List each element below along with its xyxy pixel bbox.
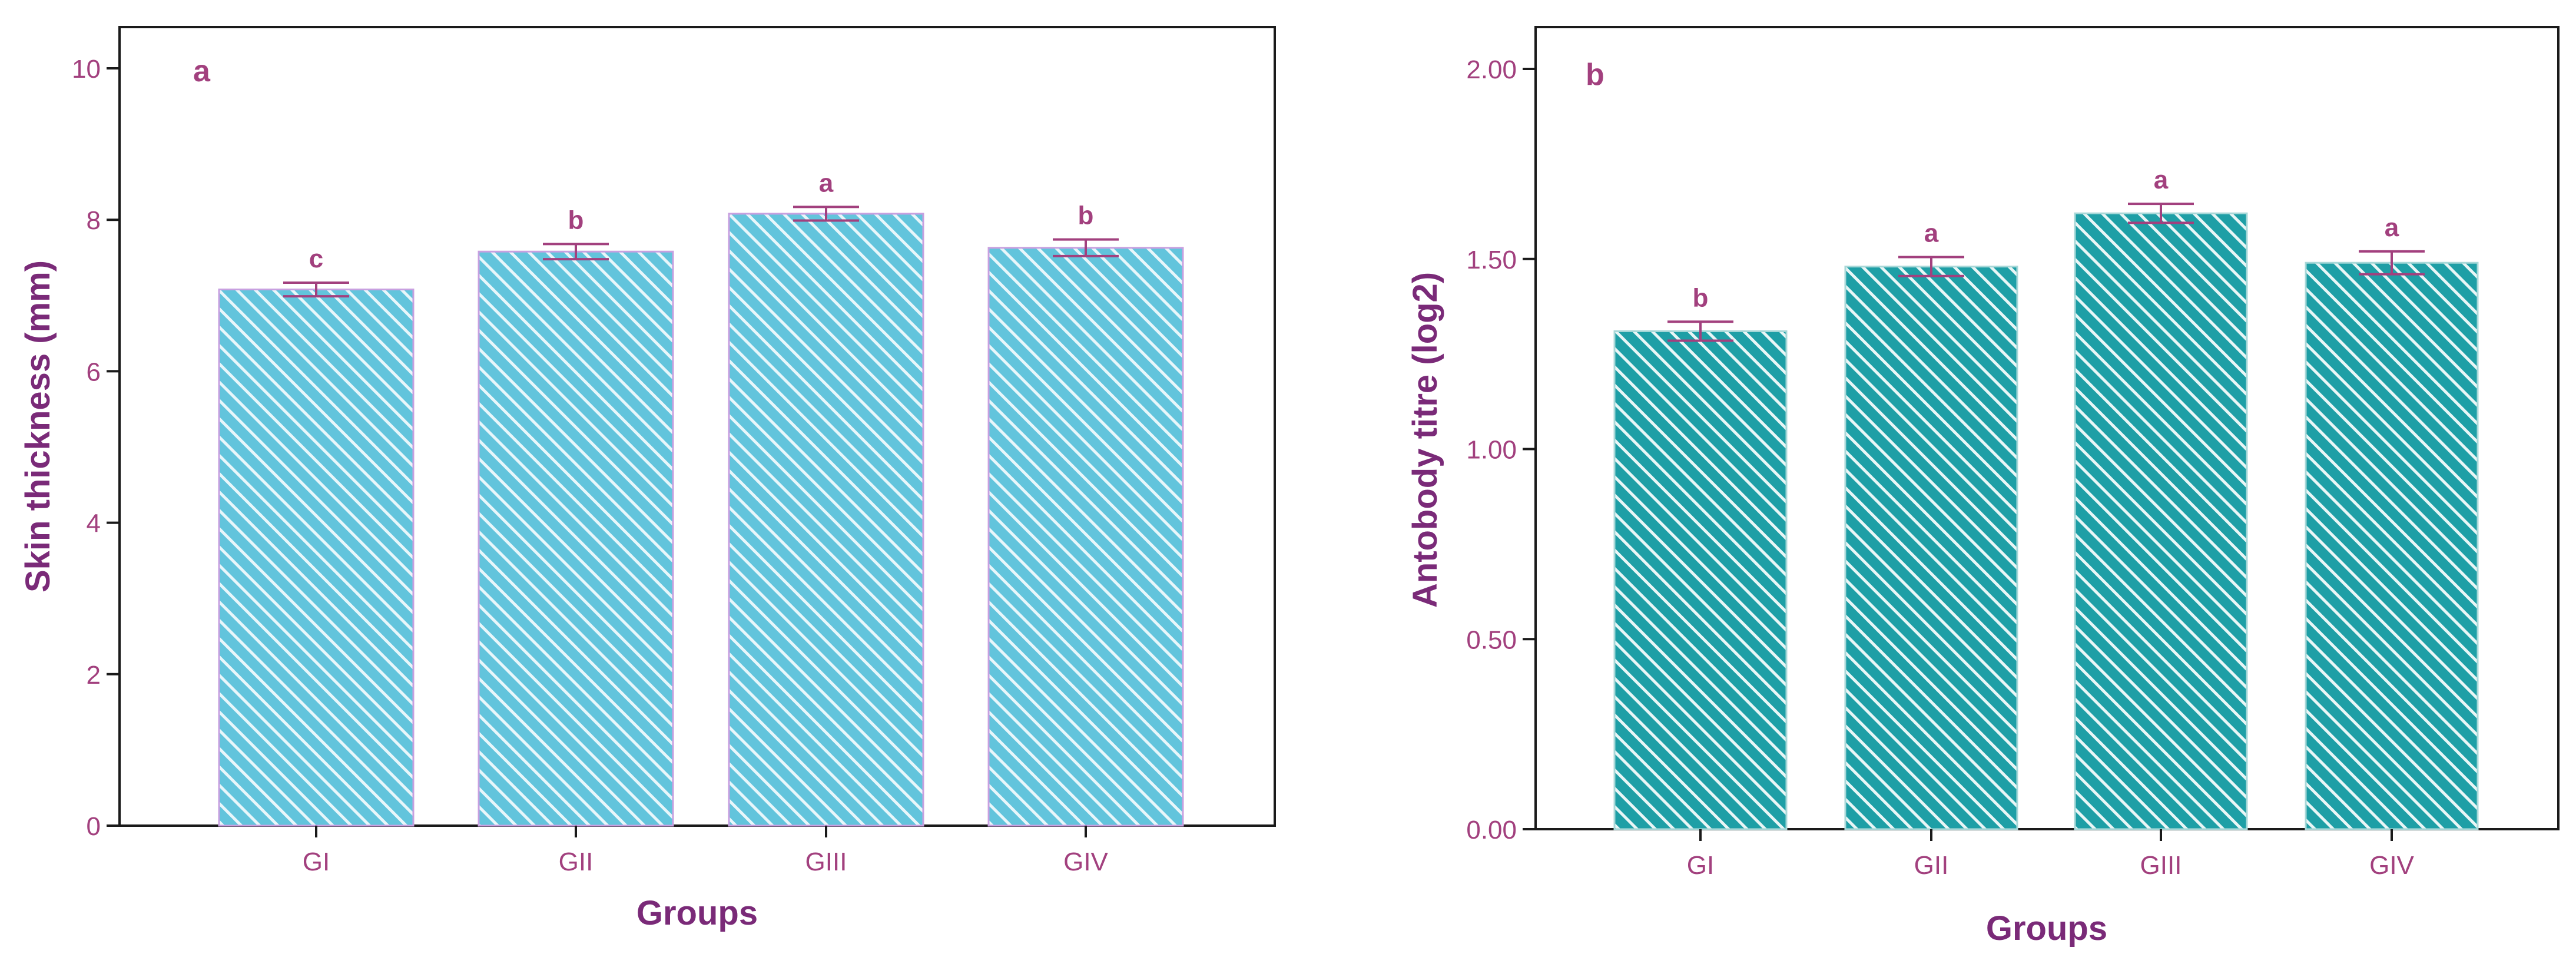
y-tick-label: 0.50 [1466,625,1517,654]
y-axis-title: Skin thickness (mm) [19,260,57,592]
y-tick-label: 10 [72,55,101,84]
plot-frame [118,26,1276,827]
y-tick-label: 8 [87,206,101,235]
x-tick-label: GI [303,847,330,876]
significance-label: c [309,244,323,273]
x-axis: GI GII GIII GIV [303,826,1109,876]
bar-giii [728,213,924,827]
y-tick-label: 6 [87,357,101,386]
y-tick-label: 2.00 [1466,55,1517,84]
significance-label: a [2154,165,2169,194]
x-tick-label: GIV [2369,851,2414,880]
significance-label: a [1924,219,1939,248]
panel-label: a [193,54,211,88]
chart-panel-a: a 0 2 4 6 8 10 c b a b GI GII GIII GIV Groups Skin … [19,26,1276,932]
bar-gii [478,250,674,827]
significance-label: b [1078,201,1094,230]
chart-panel-b: b 0.00 0.50 1.00 1.50 2.00 b a a a GI GII GIII GIV… [1406,26,2560,948]
bar-gii [1844,266,2018,830]
y-tick-label: 1.50 [1466,246,1517,274]
x-axis: GI GII GIII GIV [1687,829,2415,880]
x-tick-label: GIV [1063,847,1108,876]
x-tick-label: GII [559,847,594,876]
y-tick-label: 0.00 [1466,816,1517,845]
bar-gi [218,289,415,827]
x-tick-label: GIII [805,847,847,876]
bar-giv [987,247,1184,827]
bar-gi [1613,330,1788,830]
y-axis: 0.00 0.50 1.00 1.50 2.00 [1466,55,1536,845]
y-tick-label: 0 [87,812,101,841]
y-axis: 0 2 4 6 8 10 [72,55,120,841]
y-tick-label: 4 [87,509,101,538]
x-tick-label: GI [1687,851,1714,880]
x-axis-title: Groups [1986,909,2107,948]
bars: c b a b [218,168,1184,827]
plot-frame [1534,26,2560,830]
y-axis-title: Antobody titre (log2) [1406,272,1444,608]
bars: b a a a [1613,165,2479,830]
bar-giv [2305,261,2479,830]
x-tick-label: GIII [2140,851,2182,880]
significance-label: b [1693,283,1709,312]
bar-giii [2074,212,2248,830]
panel-label: b [1586,58,1604,92]
x-axis-title: Groups [636,894,758,932]
significance-label: a [819,168,834,197]
y-tick-label: 2 [87,661,101,690]
x-tick-label: GII [1914,851,1949,880]
y-tick-label: 1.00 [1466,436,1517,465]
significance-label: b [568,206,584,234]
significance-label: a [2385,213,2399,242]
